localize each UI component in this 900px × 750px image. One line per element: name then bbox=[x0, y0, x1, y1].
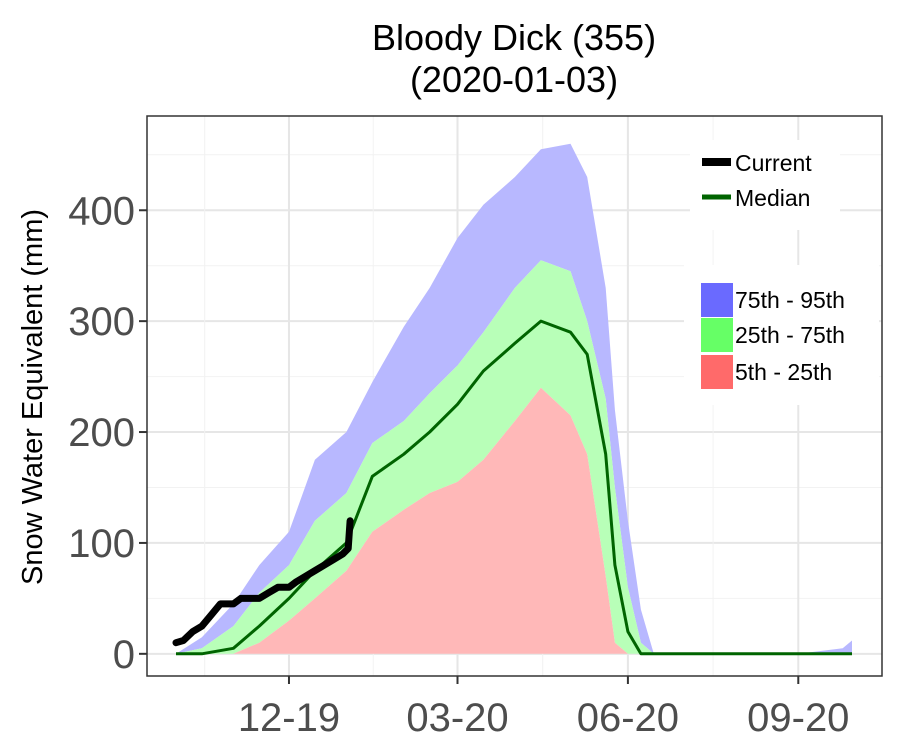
median-line bbox=[176, 319, 852, 656]
legend-current-label: Current bbox=[735, 150, 812, 176]
legend-band-75-95-key bbox=[701, 283, 733, 317]
y-axis-ticks: 0 100 200 300 400 bbox=[68, 189, 147, 677]
plot-border bbox=[146, 115, 883, 677]
chart-title: Bloody Dick (355) bbox=[372, 17, 656, 58]
x-tick-label: 06-20 bbox=[577, 696, 679, 740]
x-tick-label: 03-20 bbox=[406, 696, 508, 740]
band-5th-25th bbox=[176, 387, 852, 654]
data-lines bbox=[172, 319, 852, 656]
y-tick-label: 0 bbox=[113, 633, 135, 677]
legend-band-75-95-label: 75th - 95th bbox=[735, 287, 845, 313]
legend-band-25-75-key bbox=[701, 318, 733, 352]
legend: Current Median 75th - 95th 25th - 75th 5… bbox=[684, 140, 879, 405]
legend-band-5-25-label: 5th - 25th bbox=[735, 359, 832, 385]
legend-lines-background bbox=[690, 140, 840, 230]
chart-subtitle: (2020-01-03) bbox=[410, 59, 618, 100]
x-tick-label: 12-19 bbox=[238, 696, 340, 740]
x-tick-label: 09-20 bbox=[747, 696, 849, 740]
x-axis-ticks: 12-19 03-20 06-20 09-20 bbox=[238, 676, 849, 740]
current-line bbox=[172, 517, 354, 647]
y-tick-label: 300 bbox=[68, 300, 135, 344]
y-tick-label: 200 bbox=[68, 411, 135, 455]
y-tick-label: 100 bbox=[68, 522, 135, 566]
legend-median-label: Median bbox=[735, 185, 810, 211]
band-75th-95th bbox=[176, 143, 852, 654]
y-tick-label: 400 bbox=[68, 189, 135, 233]
legend-band-5-25-key bbox=[701, 355, 733, 389]
legend-band-25-75-label: 25th - 75th bbox=[735, 322, 845, 348]
y-axis-label: Snow Water Equivalent (mm) bbox=[17, 209, 49, 585]
